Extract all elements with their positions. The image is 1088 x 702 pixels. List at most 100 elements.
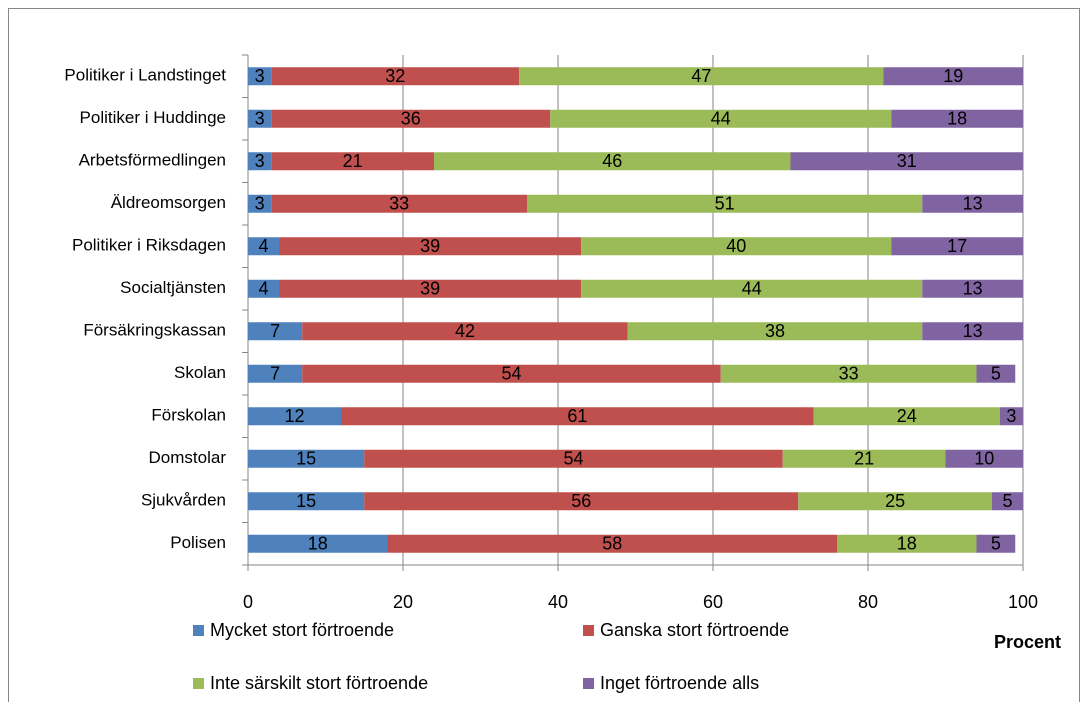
data-label: 46 [602,151,622,171]
data-label: 3 [255,109,265,129]
bars [248,67,1023,553]
data-label: 33 [389,194,409,214]
legend-marker [583,678,594,689]
data-label: 44 [742,279,762,299]
bar-segment [883,67,1023,86]
bar-segment [248,364,303,383]
x-tick-label: 80 [858,592,878,612]
bar-segment [248,534,388,553]
data-label: 13 [963,194,983,214]
bar-segment [271,194,527,213]
data-label: 4 [258,236,268,256]
data-label: 12 [284,406,304,426]
x-axis-label: Procent [994,632,1061,652]
y-tick-label: Äldreomsorgen [111,193,226,212]
legend-label: Mycket stort förtroende [210,620,394,640]
bar-segment [248,449,365,468]
data-label: 13 [963,321,983,341]
bar-segment [302,322,628,341]
bar-segment [550,109,892,128]
legend-label: Ganska stort förtroende [600,620,789,640]
bar-segment [364,449,783,468]
data-label: 58 [602,534,622,554]
data-label: 36 [401,109,421,129]
bar-segment [782,449,946,468]
bar-segment [248,194,272,213]
data-label: 5 [991,364,1001,384]
data-label: 3 [1006,406,1016,426]
bar-segment [248,492,365,511]
data-label: 7 [270,321,280,341]
x-tick-label: 60 [703,592,723,612]
bar-segment [279,279,582,298]
data-label: 54 [563,449,583,469]
data-label: 56 [571,491,591,511]
data-label: 61 [567,406,587,426]
bar-segment [248,322,303,341]
grid [242,54,1024,571]
bar-segment [302,364,721,383]
data-label: 44 [711,109,731,129]
data-label: 39 [420,279,440,299]
bar-segment [581,237,892,256]
bar-segment [434,152,791,171]
y-tick-label: Politiker i Landstinget [64,66,226,85]
data-label: 38 [765,321,785,341]
x-tick-label: 20 [393,592,413,612]
data-label: 18 [897,534,917,554]
data-label: 18 [947,109,967,129]
x-tick-label: 0 [243,592,253,612]
bar-segment [837,534,977,553]
bar-segment [581,279,923,298]
data-label: 5 [991,534,1001,554]
bar-segment [271,67,520,86]
data-label: 3 [255,66,265,86]
y-tick-label: Polisen [170,533,226,552]
bar-segment [271,152,434,171]
data-label: 40 [726,236,746,256]
y-tick-label: Politiker i Huddinge [80,108,226,127]
bar-segment [364,492,799,511]
bar-segment [999,407,1023,426]
bar-segment [891,237,1023,256]
legend-label: Inte särskilt stort förtroende [210,673,428,693]
data-label: 32 [385,66,405,86]
y-tick-label: Förskolan [151,406,226,425]
y-tick-label: Politiker i Riksdagen [72,236,226,255]
data-label: 21 [854,449,874,469]
bar-segment [945,449,1023,468]
data-label: 3 [255,151,265,171]
data-label: 3 [255,194,265,214]
data-label: 42 [455,321,475,341]
data-label: 15 [296,491,316,511]
bar-segment [248,237,279,256]
y-tick-label: Socialtjänsten [120,278,226,297]
bar-segment [922,279,1023,298]
data-label: 18 [308,534,328,554]
y-tick-label: Domstolar [149,448,227,467]
bar-segment [248,152,272,171]
y-tick-label: Försäkringskassan [83,321,226,340]
data-label: 24 [897,406,917,426]
bar-segment [627,322,923,341]
legend-marker [193,625,204,636]
data-label: 47 [691,66,711,86]
bar-segment [248,109,272,128]
data-label: 54 [501,364,521,384]
bar-segment [341,407,814,426]
bar-segment [976,534,1016,553]
data-label: 33 [839,364,859,384]
bar-segment [922,322,1023,341]
data-label: 51 [715,194,735,214]
data-label: 4 [258,279,268,299]
data-label: 21 [343,151,363,171]
bar-segment [248,67,272,86]
bar-segment [248,279,279,298]
data-label: 13 [963,279,983,299]
bar-segment [527,194,923,213]
bar-segment [720,364,977,383]
data-label: 31 [897,151,917,171]
bar-segment [798,492,992,511]
